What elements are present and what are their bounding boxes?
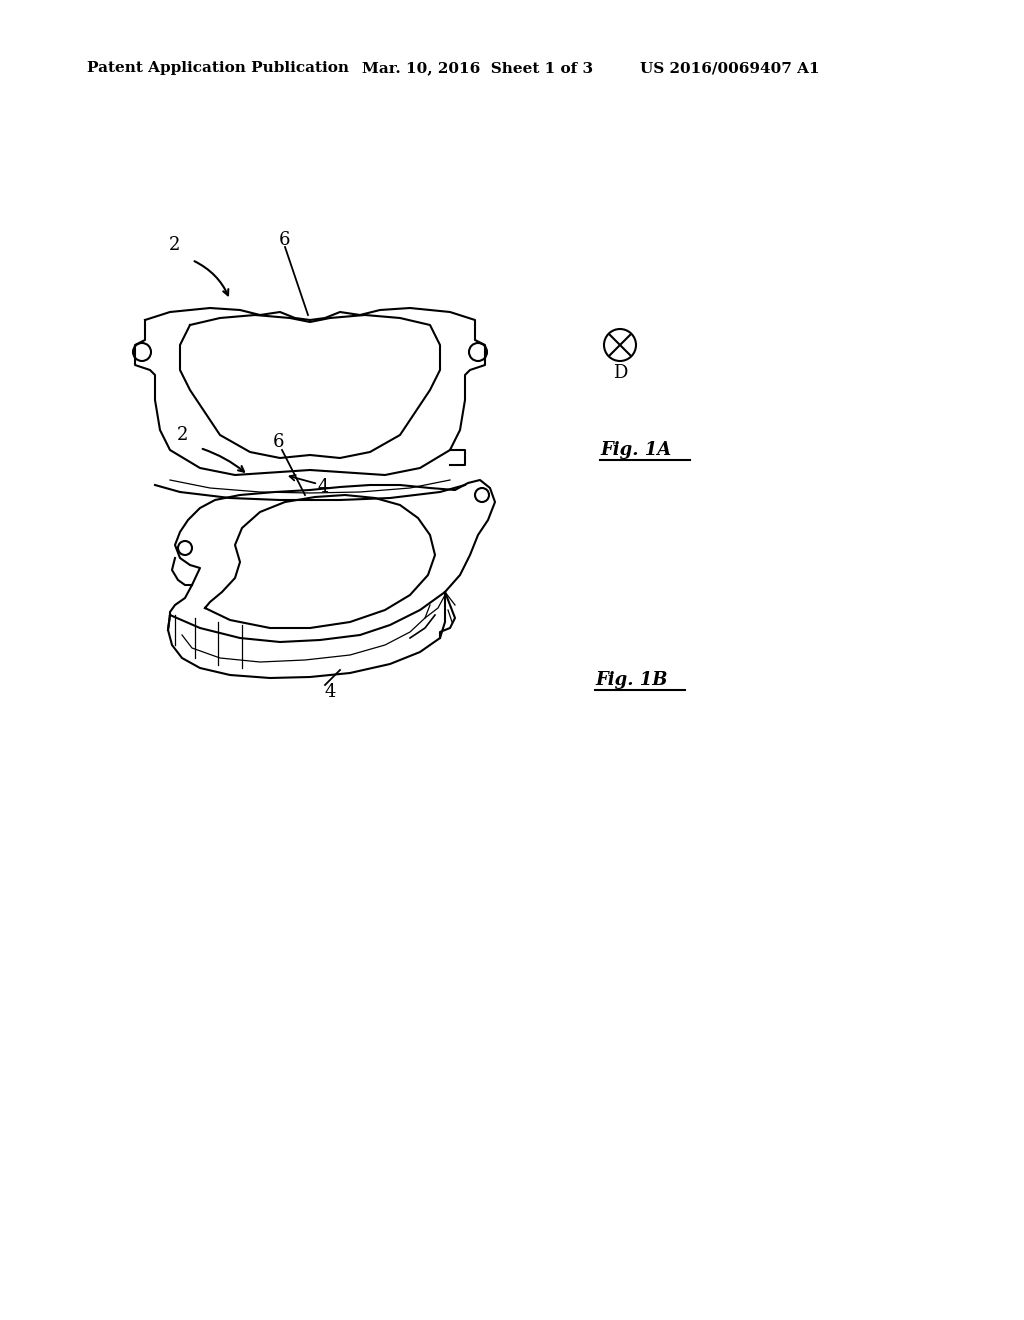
Text: Mar. 10, 2016  Sheet 1 of 3: Mar. 10, 2016 Sheet 1 of 3 [362,61,593,75]
Text: US 2016/0069407 A1: US 2016/0069407 A1 [640,61,819,75]
Text: Fig. 1A: Fig. 1A [600,441,672,459]
Text: Patent Application Publication: Patent Application Publication [87,61,349,75]
Text: 2: 2 [176,426,187,444]
Text: 6: 6 [280,231,291,249]
Text: Fig. 1B: Fig. 1B [595,671,668,689]
Text: 6: 6 [272,433,284,451]
Text: 4: 4 [325,682,336,701]
Text: 4: 4 [317,478,329,496]
Text: D: D [612,364,627,381]
Text: 2: 2 [169,236,180,253]
